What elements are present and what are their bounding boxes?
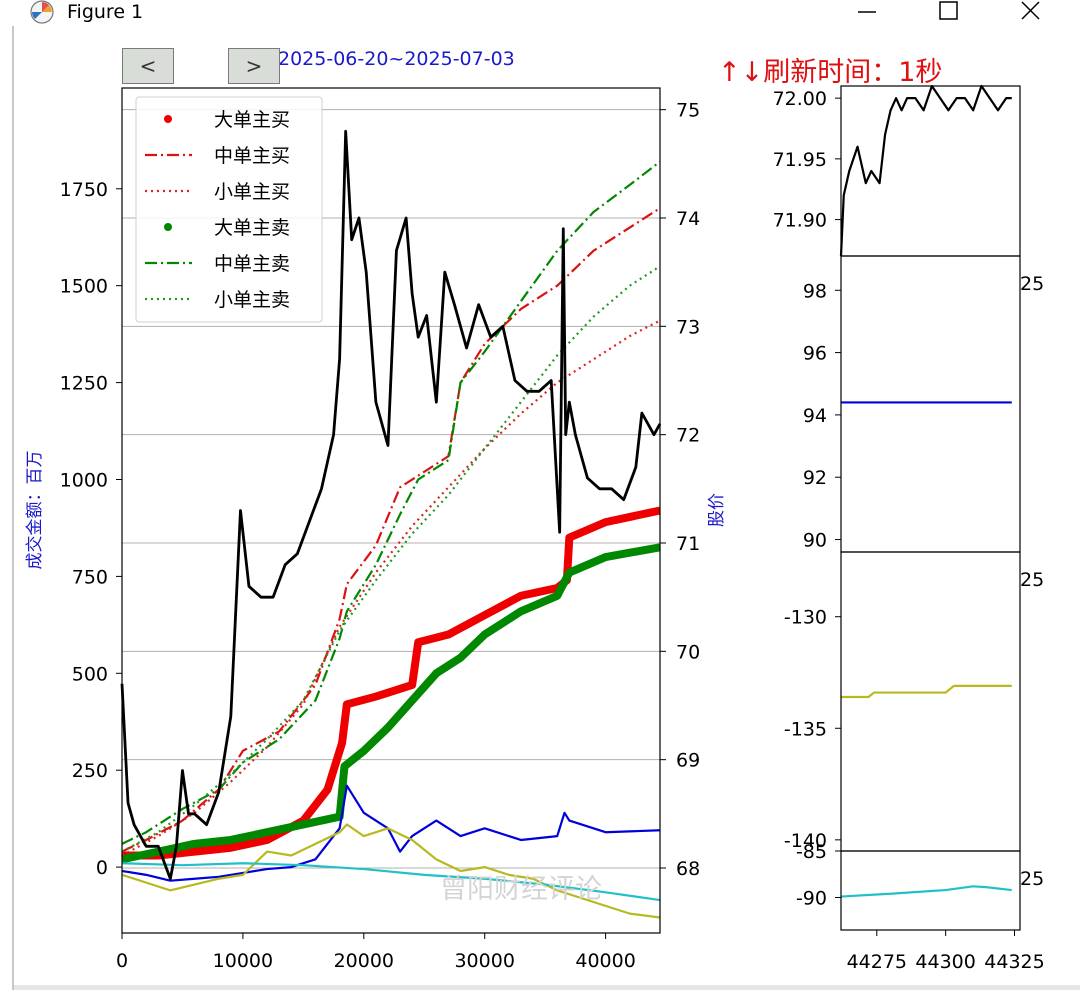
series-line-6 xyxy=(121,784,661,882)
series-line-4 xyxy=(121,160,661,845)
y-right-tick-label: 73 xyxy=(676,316,700,338)
next-button[interactable]: > xyxy=(228,48,280,84)
mini-y-tick-label: 94 xyxy=(803,405,827,427)
window-title: Figure 1 xyxy=(67,1,144,23)
mini-y-tick-label: 96 xyxy=(803,343,827,365)
y-right-tick-label: 72 xyxy=(676,425,700,447)
mini-series-4 xyxy=(840,885,1012,898)
mini-y-tick-label: -90 xyxy=(796,887,827,909)
y-right-tick-label: 70 xyxy=(676,641,700,663)
mini-y-tick-label: 72.00 xyxy=(773,88,827,110)
period-label: 2025-06-20~2025-07-03 xyxy=(210,48,515,70)
mini-frame-1 xyxy=(840,85,1021,257)
series-line-1 xyxy=(121,543,661,864)
mini-frame-3 xyxy=(840,551,1021,852)
period-range: 2025-06-20~2025-07-03 xyxy=(278,48,515,70)
y-left-tick-label: 250 xyxy=(72,760,108,782)
mini-y-tick-label: -85 xyxy=(796,841,827,863)
x-tick-label: 10000 xyxy=(213,950,273,972)
y-left-axis-label: 成交金额：百万 xyxy=(25,451,45,570)
prev-button[interactable]: < xyxy=(122,48,174,84)
mini-y-tick-label: 98 xyxy=(803,280,827,302)
series-line-8 xyxy=(121,862,661,902)
maximize-icon[interactable] xyxy=(929,0,969,24)
mini-y-tick-label: -135 xyxy=(784,718,827,740)
plot-frame xyxy=(121,87,661,934)
y-left-tick-label: 0 xyxy=(96,857,108,879)
mini-x-tick-label: 44275 xyxy=(847,951,907,973)
series-line-7 xyxy=(121,823,661,919)
window-left-edge xyxy=(12,26,14,990)
mini-charts: 71.90 71.95 72.00 90 92 94 96 98 25 -130 -135 -140 2… xyxy=(773,84,1045,973)
mini-y-tick-label: 71.90 xyxy=(773,210,827,232)
minimize-icon[interactable] xyxy=(847,0,887,24)
y-right-tick-label: 68 xyxy=(676,858,700,880)
mini-series-3 xyxy=(841,684,1012,699)
y-left-tick-label: 1000 xyxy=(60,469,108,491)
x-tick-label: 30000 xyxy=(454,950,514,972)
x-tick-label: 20000 xyxy=(334,950,394,972)
refresh-status: ↑↓刷新时间：1秒 xyxy=(718,57,943,88)
legend-label-4: 中单主卖 xyxy=(214,253,290,275)
mini-x-tick-label: 44325 xyxy=(984,951,1044,973)
mini-y-tick-label: 92 xyxy=(803,467,827,489)
legend-label-3: 大单主卖 xyxy=(214,217,290,239)
legend-label-5: 小单主卖 xyxy=(214,289,290,311)
y-left-tick-label: 750 xyxy=(72,566,108,588)
legend-label-0: 大单主买 xyxy=(214,109,290,131)
y-right-tick-label: 69 xyxy=(676,750,700,772)
mini-right-label: 25 xyxy=(1020,868,1044,890)
x-tick-label: 0 xyxy=(116,950,128,972)
x-tick-label: 40000 xyxy=(575,950,635,972)
mini-x-tick-label: 44300 xyxy=(915,951,975,973)
mini-right-label: 25 xyxy=(1020,273,1044,295)
mini-right-label: 25 xyxy=(1020,569,1044,591)
title-bar: Figure 1 xyxy=(0,0,1080,26)
legend-label-2: 小单主买 xyxy=(214,181,290,203)
legend-box xyxy=(135,96,323,323)
y-right-tick-label: 75 xyxy=(676,100,700,122)
mini-y-tick-label: -140 xyxy=(784,830,827,852)
legend-marker-3 xyxy=(164,223,172,231)
mini-frame-2 xyxy=(840,255,1021,553)
watermark: 曾阳财经评论 xyxy=(440,874,602,905)
y-left-tick-label: 500 xyxy=(72,663,108,685)
y-left-tick-label: 1750 xyxy=(60,179,108,201)
mini-frame-4 xyxy=(840,850,1021,931)
legend-label-1: 中单主买 xyxy=(214,145,290,167)
series-line-2 xyxy=(121,207,661,853)
legend-marker-0 xyxy=(164,115,172,123)
mini-y-tick-label: -130 xyxy=(784,607,827,629)
mini-series-1 xyxy=(839,84,1012,257)
mini-y-tick-label: 90 xyxy=(803,530,827,552)
status-bar xyxy=(14,985,1080,990)
series-line-9 xyxy=(120,129,662,881)
y-right-axis-label: 股价 xyxy=(707,493,727,527)
mini-y-tick-label: 71.95 xyxy=(773,149,827,171)
matplotlib-icon xyxy=(30,0,54,24)
y-left-tick-label: 1250 xyxy=(60,373,108,395)
close-icon[interactable] xyxy=(1010,0,1050,24)
series-line-3 xyxy=(121,319,661,857)
y-left-tick-label: 1500 xyxy=(60,276,108,298)
y-right-tick-label: 71 xyxy=(676,533,700,555)
main-chart: 曾阳财经评论0250500750100012501500175068697071… xyxy=(25,87,727,972)
y-right-tick-label: 74 xyxy=(676,208,700,230)
